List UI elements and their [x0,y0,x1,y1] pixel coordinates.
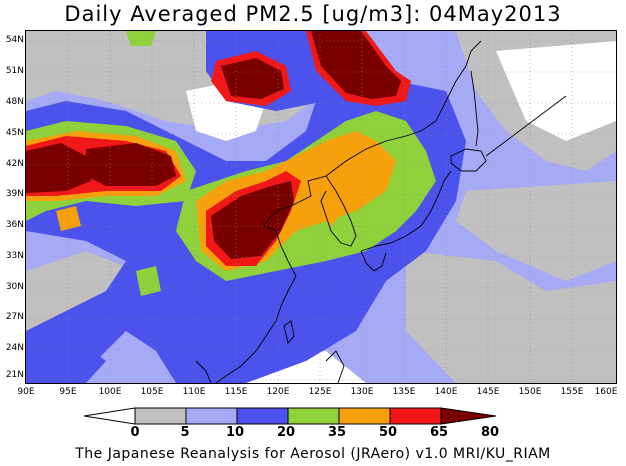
pm-field-core-north [221,58,284,99]
coastline-bohai [263,175,327,227]
coastline-sakhalin [470,70,479,147]
colorbar-cell [338,407,391,425]
lat-label: 39N [5,189,24,199]
lon-label: 110E [182,387,206,397]
lat-label: 54N [5,35,24,45]
lon-label: 140E [434,387,458,397]
lat-label: 21N [5,370,24,380]
pm-field-core-northeast [311,31,401,99]
pm-field-orange-small [56,206,81,231]
colorbar-cell [185,407,238,425]
coastline-vietnam [195,360,212,383]
lon-label: 115E [224,387,248,397]
lon-label: 105E [140,387,164,397]
lat-label: 30N [5,282,24,292]
coastline-china [215,225,297,383]
lon-label: 120E [266,387,290,397]
pm-field-grey-southeast [406,251,616,383]
pm-field-white-northeast [496,41,616,141]
lon-label: 135E [392,387,416,397]
pm-field-green-small [136,266,161,296]
pm-field-blue-south [26,331,106,383]
lat-label: 42N [5,159,24,169]
lon-label: 100E [98,387,122,397]
coastline-japan-hokkaido [450,148,487,172]
lat-label: 51N [5,66,24,76]
colorbar-label: 35 [327,425,347,440]
lon-label: 90E [17,387,35,397]
colorbar-label: 20 [276,425,296,440]
coastline-kurils [485,95,567,157]
coastline-japan-kyushu [360,250,387,272]
lat-label: 36N [5,220,24,230]
pm-field-core-west [26,143,91,193]
colorbar-cell [236,407,289,425]
lat-label: 24N [5,343,24,353]
colorbar-cell [389,407,442,425]
coastline-russia [325,40,482,177]
colorbar-cell [287,407,340,425]
map-title: Daily Averaged PM2.5 [ug/m3]: 04May2013 [64,2,562,26]
colorbar-label: 50 [378,425,398,440]
pm-field-grey-pacific [456,181,616,281]
lon-label: 125E [308,387,332,397]
colorbar-cell [83,407,136,425]
colorbar-label: 65 [429,425,449,440]
coastline-taiwan [283,320,295,344]
credit-line: The Japanese Reanalysis for Aerosol (JRA… [75,446,551,462]
pm-field-core-central [211,181,294,259]
lat-label: 45N [5,128,24,138]
lon-label: 145E [476,387,500,397]
pm25-map [25,30,617,384]
pm-field-core-west2 [86,143,176,186]
colorbar-label: 80 [480,425,500,440]
pm-field-green-north [126,31,156,46]
lat-label: 33N [5,251,24,261]
lat-label: 27N [5,312,24,322]
lon-label: 160E [594,387,618,397]
colorbar-cell [134,407,187,425]
lon-label: 150E [518,387,542,397]
lon-label: 95E [59,387,77,397]
grid-lines [26,31,616,383]
coastline-japan-honshu [360,170,452,252]
colorbar-label: 0 [130,425,140,440]
colorbar-label: 10 [225,425,245,440]
coastlines [195,40,567,383]
lon-label: 130E [350,387,374,397]
lon-label: 155E [560,387,584,397]
lat-label: 48N [5,97,24,107]
colorbar-label: 5 [180,425,190,440]
coastline-philippines [325,350,345,383]
colorbar-cell [440,407,497,425]
coastline-korea [320,175,357,247]
